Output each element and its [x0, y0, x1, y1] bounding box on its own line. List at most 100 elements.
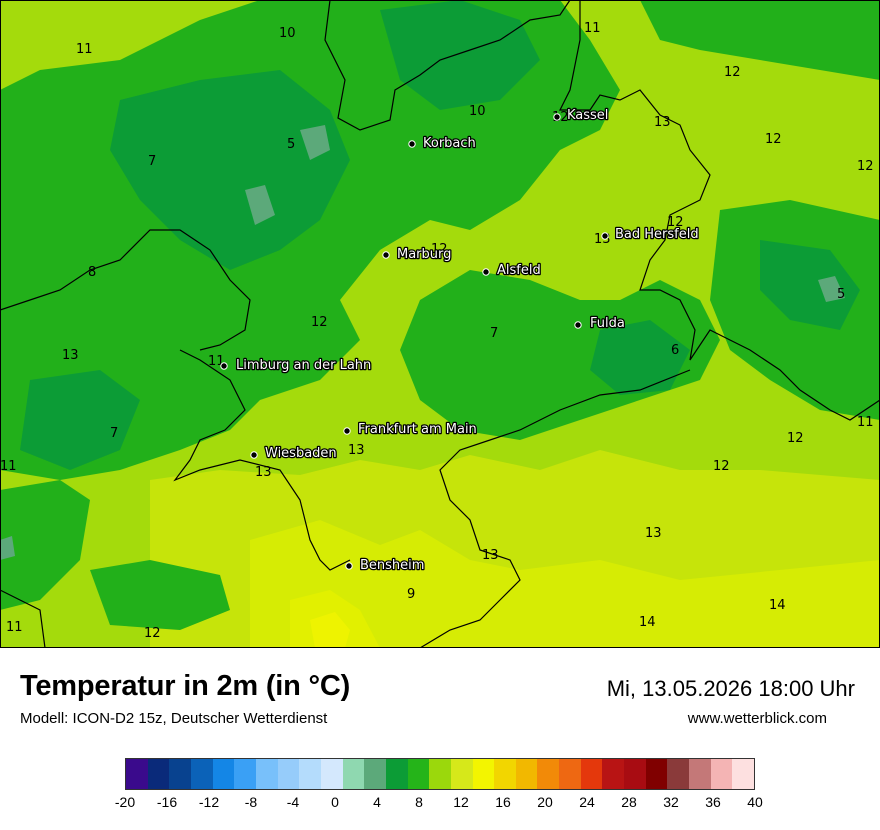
colorbar-segment [580, 759, 603, 789]
temp-zone-cool-south [90, 560, 230, 630]
city-dot [574, 321, 582, 329]
colorbar-segment [190, 759, 213, 789]
isotherm-label: 12 [787, 431, 804, 446]
temp-zone-cold-north [380, 0, 540, 110]
city-fulda[interactable]: Fulda [574, 315, 626, 332]
colorbar-segment [407, 759, 430, 789]
city-label: Bensheim [360, 558, 424, 573]
city-marburg[interactable]: Marburg [382, 246, 453, 263]
colorbar-segment [515, 759, 538, 789]
isotherm-label: 10 [279, 26, 296, 41]
city-dot [220, 362, 228, 370]
temp-zone-cold-east [760, 240, 860, 330]
isotherm-label: 12 [857, 159, 874, 174]
colorbar-segment [234, 759, 256, 789]
city-dot [345, 562, 353, 570]
isotherm-label: 12 [667, 215, 684, 230]
colorbar-segment [255, 759, 278, 789]
isotherm-label: 12 [431, 242, 448, 257]
model-source: Modell: ICON-D2 15z, Deutscher Wetterdie… [20, 710, 328, 727]
city-dot [250, 451, 258, 459]
isotherm-label: 13 [645, 526, 662, 541]
temperature-map: 11 10 11 12 10 12 13 12 12 5 7 12 13 8 1… [0, 0, 880, 648]
city-label: Korbach [423, 136, 476, 151]
city-dot [601, 232, 609, 240]
isotherm-label: 5 [837, 287, 845, 302]
state-border [0, 0, 880, 648]
colorbar-segment [385, 759, 408, 789]
isotherm-label: 13 [255, 465, 272, 480]
isotherm-label: 12 [724, 65, 741, 80]
isotherm-label: 11 [584, 21, 601, 36]
colorbar-tick-label: 8 [415, 794, 423, 810]
colorbar-segment [450, 759, 473, 789]
temp-zone-coldest-southwest [0, 536, 15, 560]
city-wiesbaden[interactable]: Wiesbaden [250, 445, 338, 462]
colorbar-segment [212, 759, 235, 789]
colorbar-segment [667, 759, 690, 789]
isotherm-label: 11 [6, 620, 23, 635]
colorbar-tick-label: 16 [495, 794, 511, 810]
city-label: Alsfeld [497, 263, 541, 278]
city-korbach[interactable]: Korbach [408, 135, 477, 152]
colorbar-tick-label: -8 [244, 794, 258, 810]
city-limburg[interactable]: Limburg an der Lahn [220, 357, 373, 374]
colorbar-segment [342, 759, 365, 789]
city-kassel[interactable]: Kassel [553, 107, 610, 124]
colorbar-segment [494, 759, 516, 789]
isotherm-label: 14 [769, 598, 786, 613]
colorbar-segment [472, 759, 495, 789]
isotherm-label: 13 [62, 348, 79, 363]
city-bad-hersfeld[interactable]: Bad Hersfeld [601, 226, 700, 243]
city-label: Bad Hersfeld [615, 227, 699, 242]
colorbar-segment [277, 759, 300, 789]
colorbar-segment [364, 759, 386, 789]
map-footer: Temperatur in 2m (in °C) Modell: ICON-D2… [0, 648, 880, 830]
city-dot [482, 268, 490, 276]
temp-zone-coldest-east [818, 276, 845, 302]
isotherm-label: 7 [148, 154, 156, 169]
isotherm-labels: 11 10 11 12 10 12 13 12 12 5 7 12 13 8 1… [0, 21, 874, 641]
colorbar-segment [537, 759, 560, 789]
city-frankfurt[interactable]: Frankfurt am Main [343, 421, 478, 438]
city-dot [343, 427, 351, 435]
colorbar-tick-label: 28 [621, 794, 637, 810]
temp-zone-cold-west-lower [20, 370, 140, 470]
isotherm-label: 6 [671, 343, 679, 358]
city-alsfeld[interactable]: Alsfeld [482, 262, 542, 279]
colorbar-segment [645, 759, 668, 789]
isotherm-label: 11 [857, 415, 874, 430]
colorbar-tick-label: 36 [705, 794, 721, 810]
map-title: Temperatur in 2m (in °C) [20, 670, 351, 702]
colorbar-tick-label: -4 [286, 794, 300, 810]
isotherm-label: 13 [482, 548, 499, 563]
city-label: Wiesbaden [265, 446, 337, 461]
isotherm-label: 12 [311, 315, 328, 330]
colorbar-segment [169, 759, 191, 789]
city-label: Frankfurt am Main [358, 422, 477, 437]
website-link[interactable]: www.wetterblick.com [687, 710, 827, 727]
colorbar-segment [126, 759, 148, 789]
temp-zone-coldest-west [245, 185, 275, 225]
isotherm-label: 8 [88, 265, 96, 280]
city-bensheim[interactable]: Bensheim [345, 557, 426, 574]
city-label: Marburg [397, 247, 451, 262]
city-markers: Kassel Korbach Bad Hersfeld Marburg Alsf… [220, 107, 700, 574]
temp-zone-coldest-north [300, 125, 330, 160]
temp-zone-cool-center [400, 270, 720, 440]
isotherm-label: 12 [713, 459, 730, 474]
colorbar-segment [320, 759, 343, 789]
temp-zone-14-15 [250, 520, 880, 648]
temperature-colorbar [125, 758, 755, 790]
city-dot [553, 113, 561, 121]
isotherm-label: 14 [639, 615, 656, 630]
colorbar-segment [710, 759, 733, 789]
city-label: Fulda [590, 316, 625, 331]
colorbar-tick-label: -12 [198, 794, 220, 810]
colorbar-tick-label: 24 [579, 794, 595, 810]
colorbar-tick-label: 0 [331, 794, 339, 810]
isotherm-label: 12 [765, 132, 782, 147]
colorbar-segment [732, 759, 755, 789]
forecast-datetime: Mi, 13.05.2026 18:00 Uhr [606, 676, 855, 701]
isotherm-label: 13 [654, 115, 671, 130]
